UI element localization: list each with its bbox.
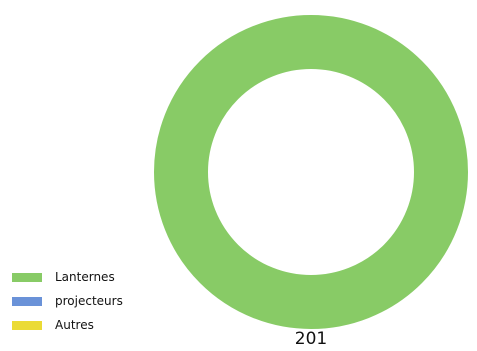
- legend-item-projecteurs: projecteurs: [12, 289, 123, 313]
- total-value-label: 201: [294, 329, 328, 349]
- chart-legend: Lanternes projecteurs Autres: [12, 265, 123, 337]
- legend-swatch-lanternes: [12, 272, 42, 282]
- legend-swatch-autres: [12, 320, 42, 330]
- donut-slice-lanternes: [154, 15, 468, 329]
- legend-item-autres: Autres: [12, 313, 123, 337]
- legend-label-autres: Autres: [55, 318, 94, 332]
- legend-swatch-projecteurs: [12, 296, 42, 306]
- legend-item-lanternes: Lanternes: [12, 265, 123, 289]
- legend-label-lanternes: Lanternes: [55, 270, 115, 284]
- legend-label-projecteurs: projecteurs: [55, 294, 123, 308]
